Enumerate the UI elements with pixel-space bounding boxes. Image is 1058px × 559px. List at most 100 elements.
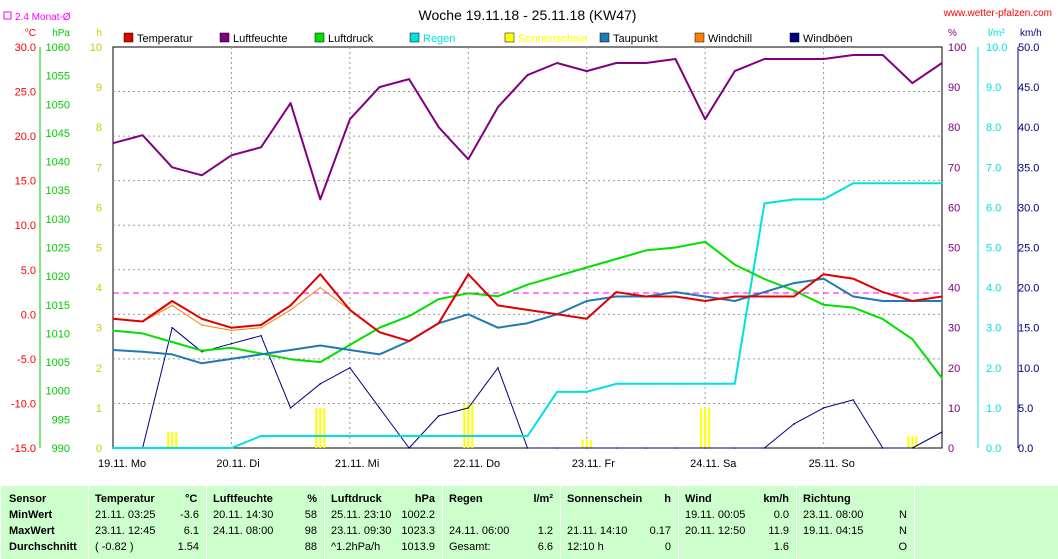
header-dir: Richtung <box>803 493 851 505</box>
point-windboeen <box>793 423 795 425</box>
point-luftfeuchte <box>437 126 440 128</box>
tick-label-right: 4.0 <box>986 283 1001 295</box>
point-windboeen <box>556 447 558 449</box>
point-taupunkt <box>141 350 144 353</box>
tick-label-right: 20 <box>948 363 960 375</box>
point-windboeen <box>437 415 440 417</box>
rain-max-value: 1.2 <box>537 525 553 537</box>
point-regen <box>467 435 470 437</box>
point-taupunkt <box>674 291 677 293</box>
press-trend: ^1.2hPa/h <box>331 541 381 553</box>
point-luftdruck <box>467 292 470 295</box>
point-regen <box>704 383 706 385</box>
point-taupunkt <box>822 277 825 280</box>
point-regen <box>881 182 884 185</box>
point-luftdruck <box>171 341 174 343</box>
point-luftfeuchte <box>941 62 943 64</box>
tick-label-left: 1030 <box>46 214 70 226</box>
point-luftdruck <box>319 361 322 363</box>
x-tick-label: 24.11. Sa <box>690 458 737 470</box>
point-windboeen <box>733 447 736 449</box>
point-regen <box>260 435 262 437</box>
tick-label-right: 5.0 <box>1018 403 1033 415</box>
tick-label-left: 1055 <box>46 71 70 83</box>
point-temperatur <box>201 317 203 320</box>
hum-max-time: 24.11. 08:00 <box>213 525 274 537</box>
point-taupunkt <box>349 349 351 351</box>
point-luftdruck <box>289 358 292 361</box>
point-regen <box>201 447 203 449</box>
sunshine-bar <box>467 403 470 448</box>
point-temperatur <box>319 273 322 276</box>
point-windboeen <box>674 447 677 449</box>
point-taupunkt <box>319 344 322 347</box>
tick-label-right: 15.0 <box>1018 323 1039 335</box>
source-link: www.wetter-pfalzen.com <box>943 8 1052 19</box>
temp-min-value: -3.6 <box>180 509 199 521</box>
axis-unit-right: km/h <box>1020 28 1042 39</box>
tick-label-left: 0.0 <box>21 309 36 321</box>
sunshine-bar <box>463 403 466 448</box>
header-wind-unit: km/h <box>763 493 789 505</box>
stats-col-spacer <box>914 486 1058 559</box>
point-regen <box>822 198 825 201</box>
point-windboeen <box>289 407 292 409</box>
point-regen <box>319 435 322 437</box>
stats-col-wind: Wind km/h 19.11. 00:05 0.0 20.11. 12:50 … <box>678 486 797 559</box>
point-regen <box>674 383 677 385</box>
point-regen <box>941 182 943 185</box>
header-rain-unit: l/m² <box>533 493 553 505</box>
tick-label-right: 1.0 <box>986 403 1001 415</box>
point-luftdruck <box>230 346 233 349</box>
stats-col-sensor: Sensor MinWert MaxWert Durchschnitt <box>0 486 89 559</box>
tick-label-left: 9 <box>96 82 102 94</box>
tick-label-right: 7.0 <box>986 162 1001 174</box>
point-temperatur <box>171 300 174 302</box>
point-luftfeuchte <box>319 198 322 201</box>
point-regen <box>526 435 529 437</box>
stats-col-temp: Temperatur °C 21.11. 03:25 -3.6 23.11. 1… <box>88 486 207 559</box>
sunshine-bar <box>907 435 910 448</box>
point-windboeen <box>585 447 588 449</box>
point-regen <box>763 202 766 205</box>
temp-max-value: 6.1 <box>183 525 199 537</box>
tick-label-left: 6 <box>96 202 102 214</box>
point-temperatur <box>112 317 114 320</box>
point-temperatur <box>289 304 292 307</box>
sunshine-bar <box>471 403 474 448</box>
point-luftfeuchte <box>822 58 825 60</box>
point-temperatur <box>556 313 558 316</box>
dir-avg-value: O <box>898 541 907 553</box>
tick-label-right: 5.0 <box>986 243 1001 255</box>
axis-unit-left: hPa <box>52 28 70 39</box>
x-tick-label: 23.11. Fr <box>572 458 616 470</box>
tick-label-right: 8.0 <box>986 122 1001 134</box>
point-taupunkt <box>378 353 381 356</box>
hum-min-time: 20.11. 14:30 <box>213 509 274 521</box>
point-temperatur <box>645 295 647 298</box>
header-sun: Sonnenschein <box>567 493 643 505</box>
legend-label: Luftdruck <box>328 33 374 45</box>
point-luftdruck <box>674 246 677 249</box>
wind-avg-value: 1.6 <box>773 541 789 553</box>
sun-max-value: 0.17 <box>649 525 671 537</box>
legend-label: Windböen <box>803 33 853 45</box>
tick-label-right: 0.0 <box>1018 443 1033 455</box>
sun-max-time: 21.11. 14:10 <box>567 525 628 537</box>
tick-label-right: 6.0 <box>986 202 1001 214</box>
point-taupunkt <box>704 295 706 298</box>
tick-label-left: 8 <box>96 122 102 134</box>
sunshine-bar <box>911 435 914 448</box>
point-regen <box>378 435 381 437</box>
point-temperatur <box>911 300 914 302</box>
point-temperatur <box>881 291 884 293</box>
point-luftfeuchte <box>852 54 854 56</box>
point-windboeen <box>408 447 410 449</box>
tick-label-left: 1010 <box>46 328 70 340</box>
temp-avg-note: ( -0.82 ) <box>95 541 134 553</box>
wind-max-time: 20.11. 12:50 <box>685 525 746 537</box>
point-regen <box>349 435 351 437</box>
point-luftfeuchte <box>171 166 174 169</box>
tick-label-right: 90 <box>948 82 960 94</box>
point-temperatur <box>378 331 381 333</box>
